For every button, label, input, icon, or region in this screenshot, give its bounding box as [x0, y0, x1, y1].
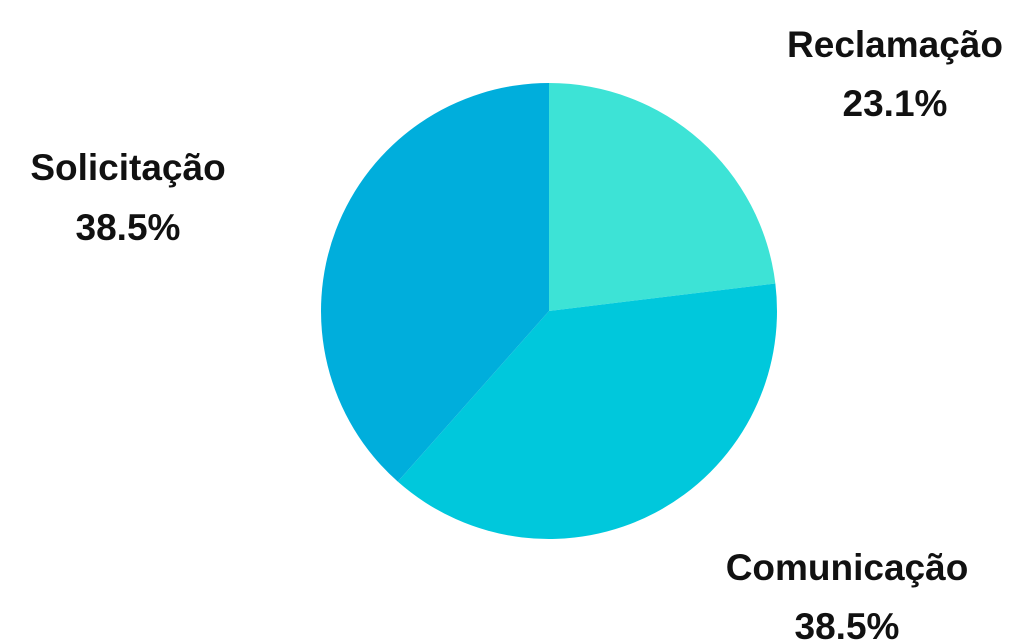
pie-slice-comunicacao [397, 283, 778, 539]
pie-slice-solicitacao [321, 83, 549, 482]
slice-label-solicitacao: Solicitação 38.5% [30, 147, 225, 248]
slice-labels: Reclamação 23.1% Comunicação 38.5% Solic… [30, 24, 1003, 644]
pie-slices [321, 83, 778, 539]
slice-name-reclamacao: Reclamação [787, 24, 1003, 65]
slice-percent-comunicacao: 38.5% [795, 606, 900, 644]
slice-label-reclamacao: Reclamação 23.1% [787, 24, 1003, 124]
pie-slice-reclamacao [549, 83, 776, 311]
slice-percent-reclamacao: 23.1% [843, 83, 948, 124]
slice-percent-solicitacao: 38.5% [76, 207, 181, 248]
slice-label-comunicacao: Comunicação 38.5% [726, 547, 969, 644]
slice-name-comunicacao: Comunicação [726, 547, 969, 588]
slice-name-solicitacao: Solicitação [30, 147, 225, 188]
